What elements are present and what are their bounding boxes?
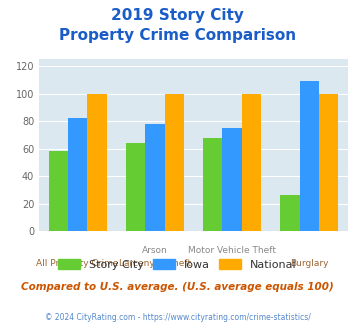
Text: Larceny & Theft: Larceny & Theft [119,259,191,268]
Text: All Property Crime: All Property Crime [37,259,119,268]
Bar [203,138,223,231]
Text: Arson: Arson [142,246,168,255]
Bar [87,94,106,231]
Text: Burglary: Burglary [290,259,328,268]
Text: Motor Vehicle Theft: Motor Vehicle Theft [188,246,276,255]
Bar [300,82,319,231]
Text: © 2024 CityRating.com - https://www.cityrating.com/crime-statistics/: © 2024 CityRating.com - https://www.city… [45,314,310,322]
Bar [319,94,338,231]
Bar [280,195,300,231]
Bar [49,151,68,231]
Text: Property Crime Comparison: Property Crime Comparison [59,28,296,43]
Bar [145,124,164,231]
Bar [68,118,87,231]
Legend: Story City, Iowa, National: Story City, Iowa, National [54,255,301,274]
Text: 2019 Story City: 2019 Story City [111,8,244,23]
Bar [126,143,145,231]
Bar [164,94,184,231]
Bar [242,94,261,231]
Bar [223,128,242,231]
Text: Compared to U.S. average. (U.S. average equals 100): Compared to U.S. average. (U.S. average … [21,282,334,292]
